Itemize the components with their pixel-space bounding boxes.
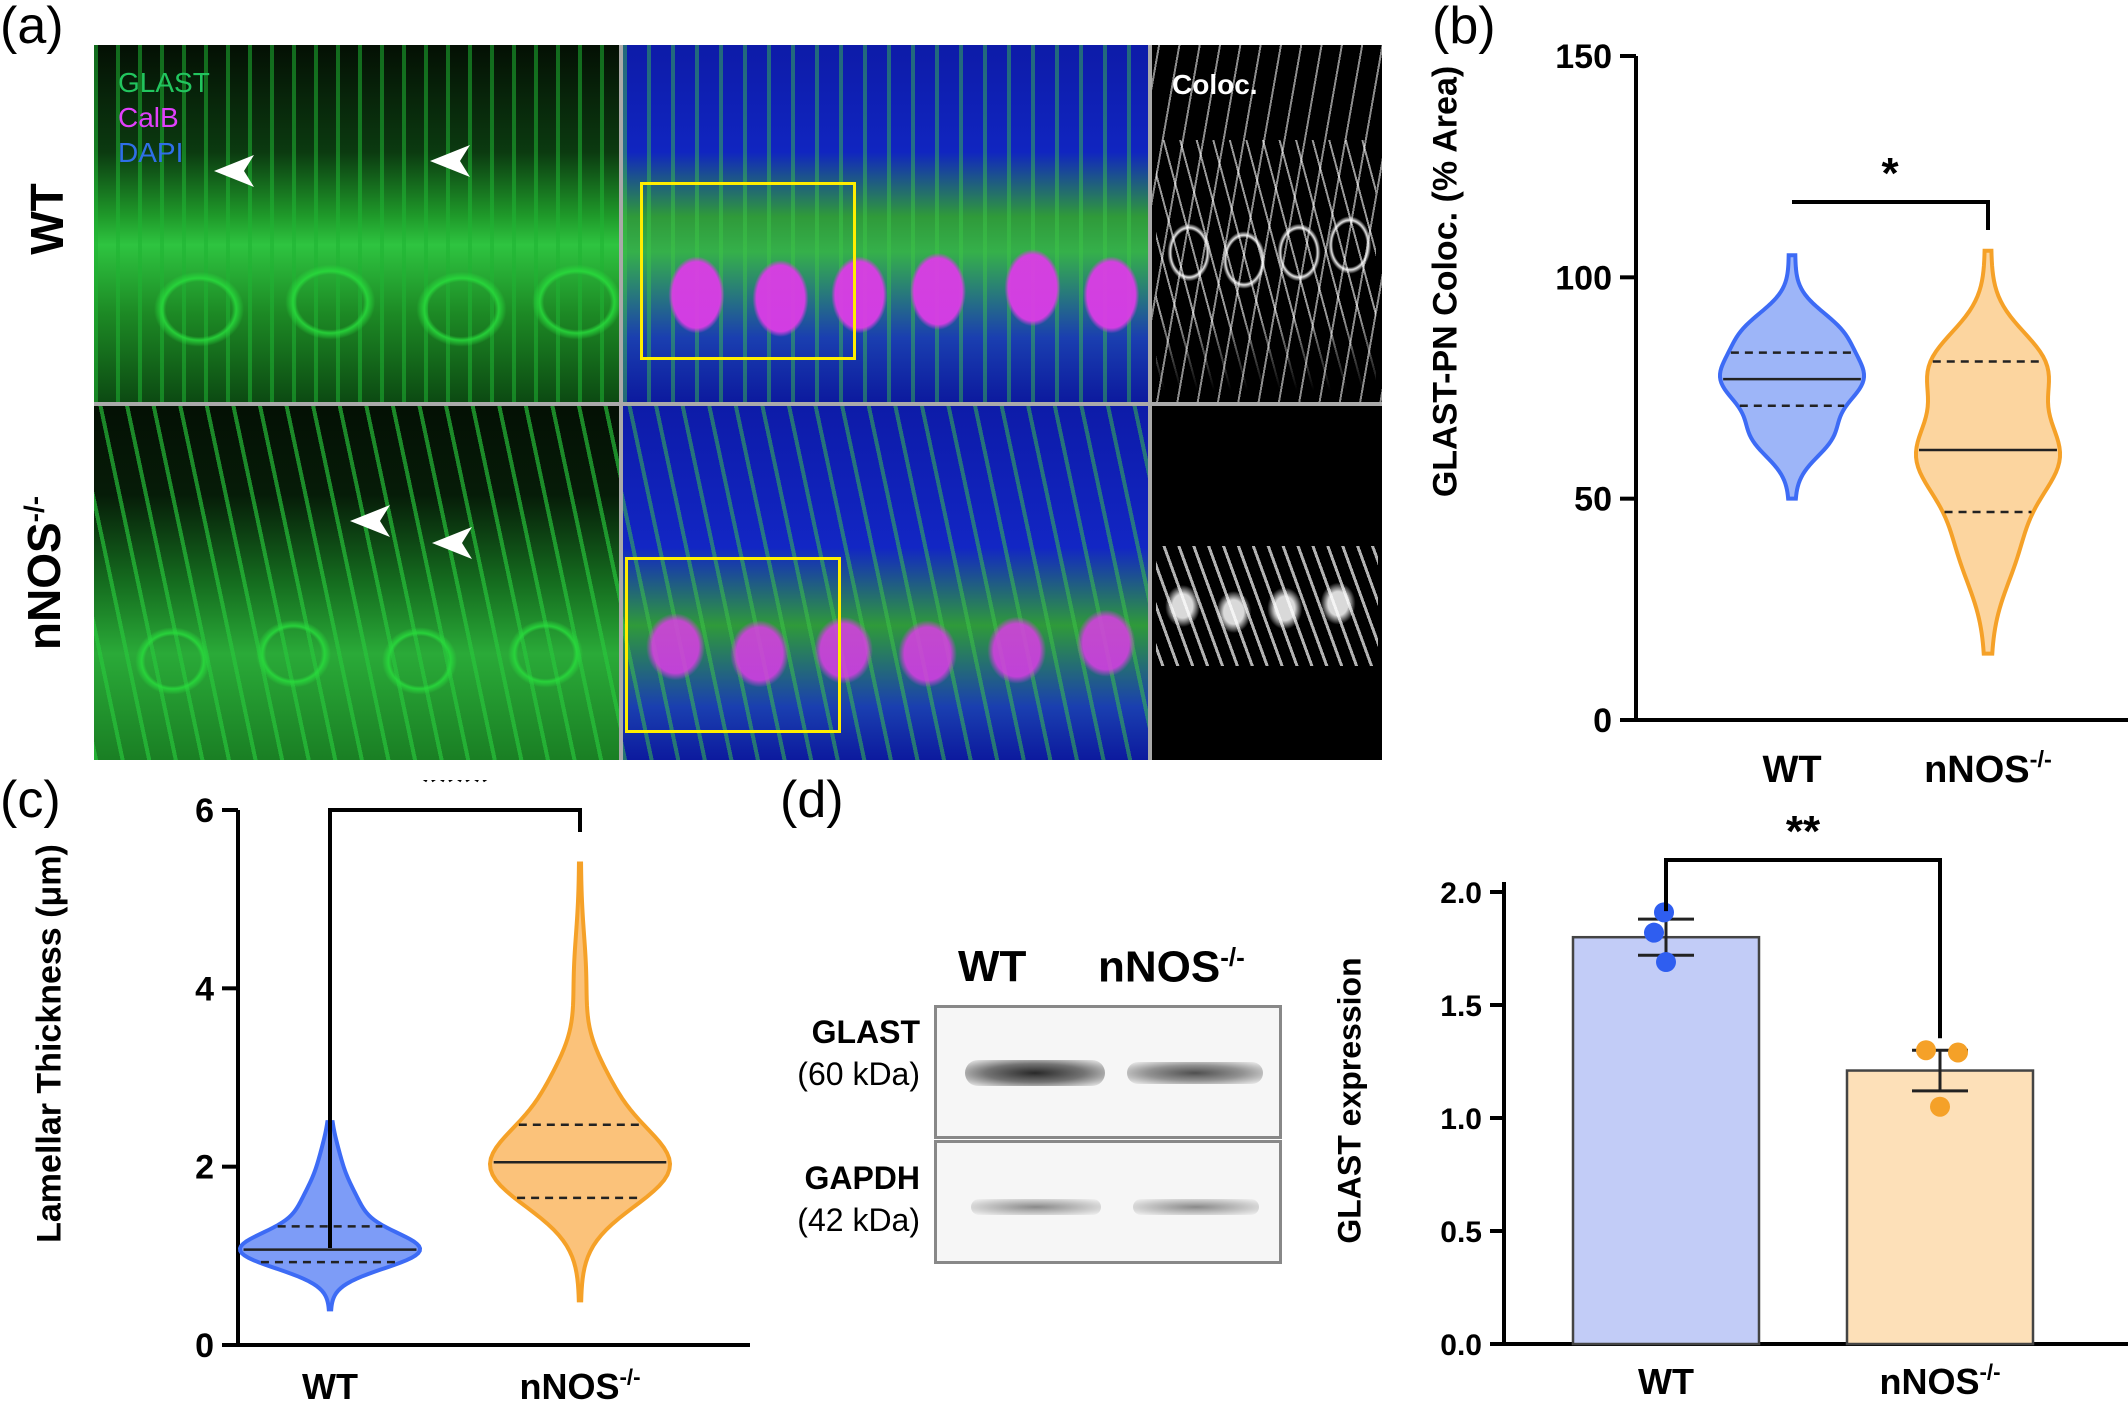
micro-wt-glast: [94, 45, 619, 402]
blot-band-gapdh-nnos: [1133, 1199, 1259, 1215]
significance-bracket: [1792, 200, 1990, 230]
grid-divider-v1: [619, 45, 623, 760]
chart-c-ylabel: Lamellar Thickness (μm): [30, 844, 69, 1243]
channel-legend-calb: CalB: [118, 102, 179, 133]
bar-wt: [1571, 935, 1761, 1346]
wt-coloc-signal: [1156, 140, 1376, 390]
y-tick-label: 0.5: [1440, 1216, 1482, 1249]
violin-nnos: [1913, 248, 2063, 656]
micro-nnos-merge: [623, 406, 1148, 760]
channel-legend-dapi: DAPI: [118, 137, 184, 168]
violin-wt: [1717, 253, 1867, 501]
y-tick-label: 1.0: [1440, 1103, 1482, 1136]
significance-label: **: [1786, 807, 1821, 856]
chart-d: 0.0 0.5 1.0 1.5 2.0 WT nNOS-/- **: [1440, 807, 2128, 1402]
y-tick-label: 150: [1555, 38, 1612, 76]
y-tick-label: 50: [1574, 481, 1612, 519]
panel-c-letter: (c): [0, 771, 61, 829]
blot-membrane-gapdh: [934, 1140, 1282, 1264]
panel-d-letter: (d): [780, 771, 844, 829]
arrowhead-icon: [432, 527, 472, 559]
significance-bracket: [328, 808, 582, 1248]
arrowhead-icon: [350, 505, 390, 537]
chart-d-ylabel: GLAST expression: [1331, 957, 1368, 1244]
x-tick-label: WT: [1638, 1361, 1694, 1402]
x-tick-label: WT: [302, 1366, 358, 1404]
y-tick-label: 0: [195, 1327, 214, 1365]
data-point: [1916, 1040, 1936, 1061]
data-point: [1644, 922, 1664, 943]
blot-label-gapdh: GAPDH (42 kDa): [797, 1160, 920, 1238]
data-point: [1654, 902, 1674, 923]
y-tick-label: 6: [195, 792, 214, 830]
significance-bracket: [1664, 858, 1942, 1039]
chart-c: 0 2 4 6 WT nNOS-/- ****: [195, 780, 750, 1404]
row-label-nnos: nNOS-/-: [18, 495, 70, 651]
x-tick-label: nNOS-/-: [519, 1365, 640, 1404]
blot-band-gapdh-wt: [971, 1199, 1101, 1215]
blot-band-glast-wt: [965, 1060, 1105, 1086]
blot-label-glast: GLAST (60 kDa): [797, 1014, 920, 1092]
chart-b: 0 50 100 150 WT nNOS-/- *: [1555, 38, 2128, 790]
blot-lane-nnos: nNOS-/-: [1098, 942, 1245, 992]
micro-wt-merge: [623, 45, 1148, 402]
y-tick-label: 2: [195, 1149, 214, 1187]
grid-divider-v2: [1148, 45, 1152, 760]
micro-nnos-glast: [94, 406, 619, 760]
coloc-label: Coloc.: [1172, 69, 1258, 100]
wt-zoom-box: [640, 182, 856, 360]
micro-nnos-coloc: [1152, 406, 1382, 760]
nnos-zoom-box: [625, 557, 841, 733]
row-label-wt: WT: [21, 183, 73, 255]
x-tick-label: nNOS-/-: [1879, 1360, 2000, 1402]
panel-b-letter: (b): [1432, 0, 1496, 55]
violin-nnos: [487, 861, 673, 1303]
significance-label: *: [1881, 149, 1899, 198]
blot-membrane-glast: [934, 1005, 1282, 1139]
y-tick-label: 100: [1555, 259, 1612, 297]
channel-legend-glast: GLAST: [118, 67, 210, 98]
blot-band-glast-nnos: [1127, 1062, 1263, 1084]
x-tick-label: WT: [1762, 749, 1821, 790]
arrowhead-icon: [430, 145, 470, 177]
micro-wt-coloc: [1152, 45, 1382, 402]
significance-label: ****: [421, 780, 490, 806]
y-tick-label: 0: [1593, 702, 1612, 740]
blot-lane-wt: WT: [958, 942, 1027, 991]
y-tick-label: 4: [195, 970, 214, 1008]
chart-b-ylabel: GLAST-PN Coloc. (% Area): [1426, 65, 1465, 498]
panel-a-letter: (a): [0, 0, 64, 55]
y-tick-label: 2.0: [1440, 877, 1482, 910]
y-tick-label: 1.5: [1440, 990, 1482, 1023]
nnos-coloc-signal: [1156, 546, 1378, 666]
microscopy-grid: GLAST CalB DAPI Coloc.: [94, 45, 1382, 760]
data-point: [1656, 952, 1676, 973]
grid-divider-h: [94, 402, 1382, 406]
arrowhead-icon: [214, 155, 254, 187]
x-tick-label: nNOS-/-: [1924, 746, 2052, 790]
data-point: [1930, 1096, 1950, 1117]
y-tick-label: 0.0: [1440, 1329, 1482, 1362]
data-point: [1948, 1042, 1968, 1063]
